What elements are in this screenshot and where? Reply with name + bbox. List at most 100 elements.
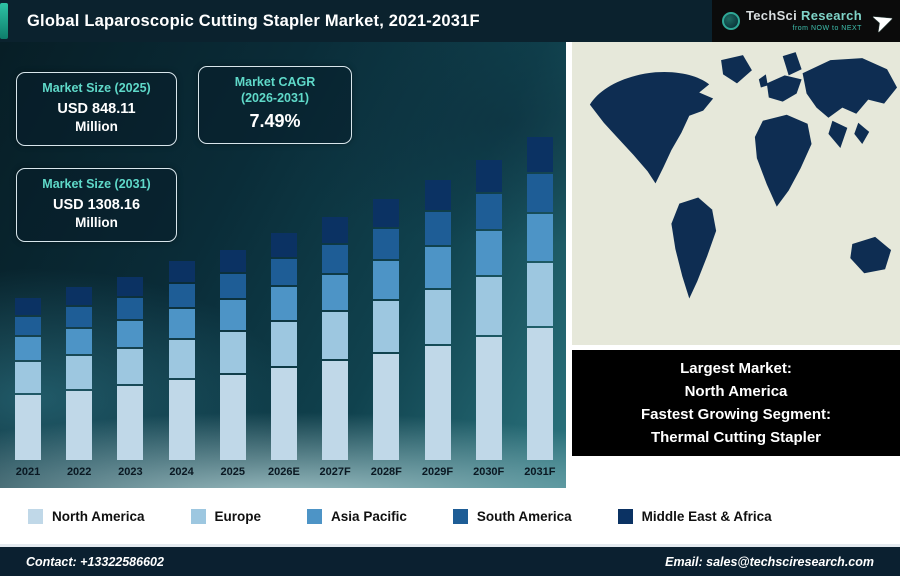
legend-swatch	[452, 508, 468, 524]
stacked-bar	[270, 233, 297, 460]
bar-segment	[322, 275, 349, 310]
chart-legend: North America Europe Asia Pacific South Ame…	[0, 488, 900, 544]
bar-segment	[270, 259, 297, 285]
card-unit: Million	[75, 119, 118, 135]
bar-segment	[424, 212, 451, 245]
card-value: USD 848.11	[57, 100, 136, 117]
market-size-2031-card: Market Size (2031) USD 1308.16 Million	[16, 168, 177, 243]
card-value: 7.49%	[249, 111, 301, 132]
x-axis-label: 2027F	[319, 466, 351, 478]
bar-segment	[475, 160, 502, 192]
bar-segment	[117, 386, 144, 460]
card-unit: Million	[75, 215, 118, 231]
bar-column-2030F: 2030F	[473, 160, 505, 478]
bar-segment	[424, 247, 451, 288]
chart-area: Market Size (2025) USD 848.11 Million Ma…	[0, 42, 566, 488]
logo-arrow-icon: ➤	[867, 3, 899, 39]
card-title-line: Market CAGR	[234, 75, 316, 89]
bar-segment	[117, 298, 144, 319]
x-axis-label: 2024	[169, 466, 194, 478]
bar-segment	[219, 274, 246, 298]
bar-segment	[373, 261, 400, 299]
card-title-line: (2026-2031)	[240, 90, 310, 105]
bar-column-2027F: 2027F	[319, 217, 351, 478]
legend-label: North America	[52, 508, 145, 524]
fastest-segment-label: Fastest Growing Segment:	[640, 406, 832, 423]
bar-segment	[15, 362, 41, 393]
x-axis-label: 2028F	[370, 466, 402, 478]
legend-swatch	[307, 508, 323, 524]
contact-phone: Contact: +13322586602	[26, 554, 164, 569]
bar-column-2024: 2024	[166, 261, 198, 478]
bar-column-2022: 2022	[63, 287, 95, 478]
stacked-bar	[475, 160, 502, 460]
bar-column-2025: 2025	[217, 250, 249, 478]
x-axis-label: 2025	[220, 466, 245, 478]
bar-segment	[373, 199, 400, 227]
x-axis-label: 2029F	[421, 466, 454, 478]
card-title: Market Size (2031)	[25, 177, 168, 193]
bar-segment	[117, 321, 144, 347]
largest-market-label: Largest Market:	[680, 359, 792, 377]
bar-segment	[168, 380, 195, 460]
bar-column-2028F: 2028F	[370, 199, 402, 478]
bar-segment	[322, 217, 349, 243]
logo-name-part2: Research	[801, 8, 862, 23]
world-map-svg	[572, 42, 900, 345]
brand-logo: TechSci Research from NOW to NEXT ➤	[712, 0, 900, 42]
bar-segment	[373, 301, 400, 352]
bar-segment	[373, 229, 400, 259]
logo-tagline: from NOW to NEXT	[792, 25, 862, 33]
bar-segment	[66, 329, 93, 354]
stacked-bar	[66, 287, 93, 460]
bar-segment	[526, 174, 553, 212]
stacked-bar	[168, 261, 195, 460]
bar-segment	[270, 368, 297, 460]
bar-segment	[475, 231, 502, 275]
contact-email: Email: sales@techsciresearch.com	[665, 554, 874, 569]
bar-segment	[526, 328, 553, 460]
fastest-segment-value: Thermal Cutting Stapler	[650, 429, 822, 447]
legend-item: North America	[28, 508, 145, 524]
bar-segment	[526, 214, 553, 261]
bar-segment	[168, 284, 195, 307]
bar-segment	[322, 312, 349, 359]
bar-segment	[219, 332, 246, 373]
legend-item: Middle East & Africa	[617, 508, 772, 524]
legend-item: South America	[452, 508, 572, 524]
legend-swatch	[617, 508, 633, 524]
market-cagr-card: Market CAGR (2026-2031) 7.49%	[198, 66, 352, 144]
bar-segment	[270, 322, 297, 366]
bar-segment	[15, 298, 41, 315]
bar-segment	[168, 340, 195, 378]
stacked-bar	[15, 298, 41, 460]
bar-segment	[117, 277, 144, 296]
bar-segment	[475, 194, 502, 229]
header-accent-bar	[0, 3, 8, 39]
bar-segment	[66, 391, 93, 460]
bar-segment	[219, 250, 246, 272]
highlight-box: Largest Market: North America Fastest Gr…	[572, 350, 900, 456]
bar-column-2029F: 2029F	[422, 180, 454, 478]
x-axis-label: 2021	[15, 466, 41, 478]
legend-item: Europe	[190, 508, 261, 524]
bar-segment	[168, 261, 195, 282]
x-axis-label: 2022	[66, 466, 92, 478]
bar-segment	[168, 309, 195, 338]
logo-globe-icon	[722, 12, 740, 30]
legend-swatch	[28, 508, 43, 524]
bar-segment	[270, 233, 297, 257]
legend-swatch	[190, 508, 206, 524]
bar-segment	[66, 356, 93, 389]
bar-segment	[322, 245, 349, 273]
card-title-line: Market Size (2031)	[42, 177, 151, 191]
x-axis-label: 2023	[118, 466, 143, 478]
logo-name: TechSci Research	[746, 8, 862, 23]
card-title-line: Market Size (2025)	[42, 81, 151, 95]
market-size-2025-card: Market Size (2025) USD 848.11 Million	[16, 72, 177, 147]
bar-segment	[66, 287, 93, 305]
bar-segment	[322, 361, 349, 460]
x-axis-label: 2031F	[524, 466, 556, 478]
card-value: USD 1308.16	[52, 196, 141, 213]
